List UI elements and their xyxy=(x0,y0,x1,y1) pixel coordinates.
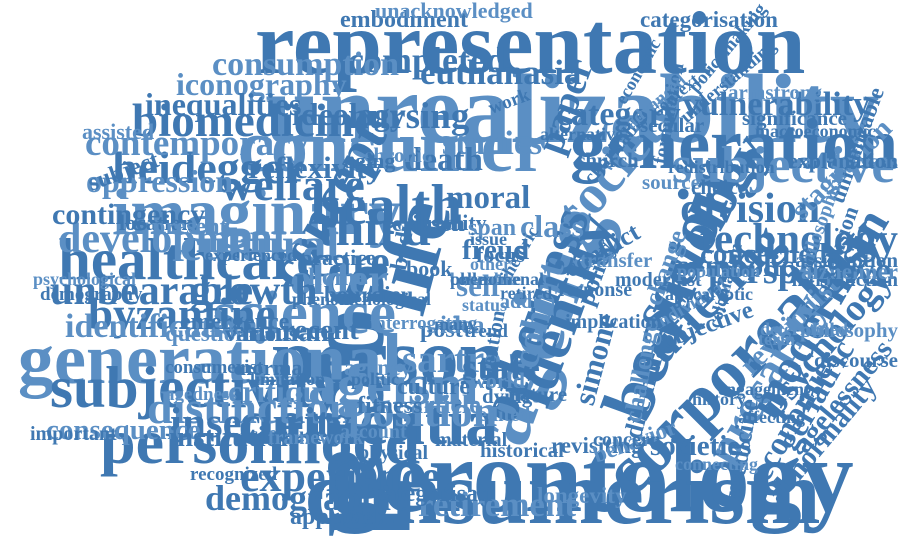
word-recognized: recognized xyxy=(190,465,277,484)
word-church: church xyxy=(576,150,639,171)
word-discourse: discourse xyxy=(814,350,898,371)
word-assisted: assisted xyxy=(82,121,154,143)
word-implication: implication xyxy=(565,312,662,332)
word-important: important xyxy=(30,424,117,444)
word-many: many xyxy=(434,315,477,333)
word-assumption: assumption xyxy=(795,250,898,271)
word-phenomenal: phenomenal xyxy=(450,270,544,288)
word-choice: choice xyxy=(691,177,747,198)
word-determined: determined xyxy=(760,320,848,338)
word-categorisati: categorisati xyxy=(374,482,493,506)
word-politic: politic xyxy=(351,370,399,388)
word-armstrong: armstrong xyxy=(728,82,822,103)
word-consumerist: consumerist xyxy=(165,358,263,377)
word-book: book xyxy=(406,258,452,280)
word-home: home xyxy=(308,265,366,290)
word-inequalities: inequalities xyxy=(145,88,301,120)
word-euthanasia: euthanasia xyxy=(420,55,581,90)
word-experienced: experienced xyxy=(205,246,297,264)
word-nature: nature xyxy=(508,384,567,405)
word-longevity: longevity xyxy=(537,484,626,507)
word-material: material xyxy=(435,430,507,450)
word-present: present xyxy=(152,215,228,239)
word-agedness: agedness xyxy=(165,385,237,404)
word-issue: issue xyxy=(470,230,507,248)
word-framework: framework xyxy=(268,428,364,448)
word-aging: aging xyxy=(344,150,395,172)
word-affecting: affecting xyxy=(738,408,805,426)
word-unacknowledged: unacknowledged xyxy=(375,0,533,22)
word-approach: approach xyxy=(290,505,387,529)
word-redistribution: redistribution xyxy=(668,158,775,176)
word-psychological: psychological xyxy=(33,270,136,288)
word-concern: concern xyxy=(593,430,661,450)
word-addr: addr xyxy=(500,292,541,312)
word-limitation: limitation xyxy=(250,370,325,388)
word-connecting: connecting xyxy=(675,455,758,473)
word-transfer: transfer xyxy=(580,250,652,271)
word-edited: edited xyxy=(478,405,530,425)
word-fitness: fitness xyxy=(357,394,422,418)
word-ideology: ideology xyxy=(292,98,406,130)
word-various: various xyxy=(225,322,298,345)
word-apocalyptic: apocalyptic xyxy=(665,285,753,303)
word-engagement: engagement xyxy=(718,380,810,398)
word-physical: physical xyxy=(358,443,428,463)
word-phenomenological: phenomenological xyxy=(292,290,431,308)
word-population: population xyxy=(677,262,760,280)
word-response: response xyxy=(558,280,632,300)
word-alternative: alternative xyxy=(540,125,623,143)
